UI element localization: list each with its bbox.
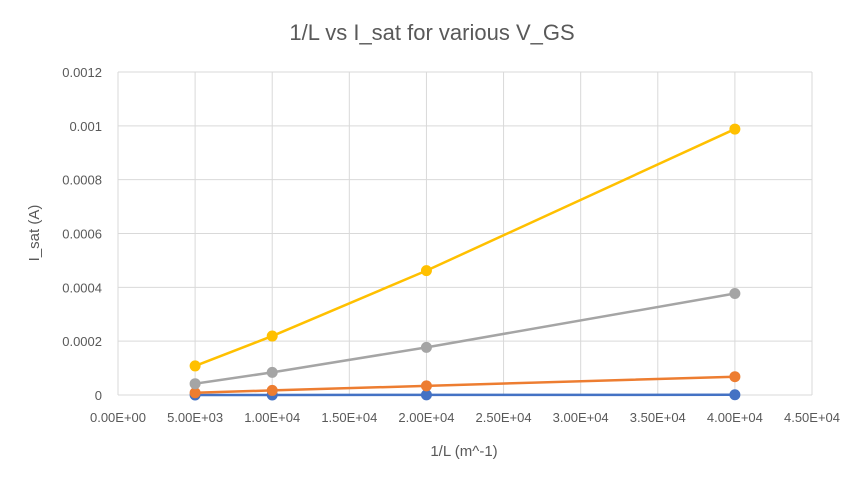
series-3-point xyxy=(266,366,278,378)
x-tick-label: 3.00E+04 xyxy=(553,410,609,425)
series-4-point xyxy=(729,123,741,135)
y-tick-label: 0.0012 xyxy=(62,65,102,80)
x-tick-label: 3.50E+04 xyxy=(630,410,686,425)
x-tick-label: 4.50E+04 xyxy=(784,410,840,425)
series-2-point xyxy=(729,371,741,383)
x-tick-label: 2.50E+04 xyxy=(476,410,532,425)
series-2-line xyxy=(195,375,735,394)
x-tick-label: 1.00E+04 xyxy=(244,410,300,425)
x-tick-labels: 0.00E+00 5.00E+03 1.00E+04 1.50E+04 2.00E+04… xyxy=(90,410,840,425)
y-tick-label: 0.0004 xyxy=(62,280,102,295)
series-4-point xyxy=(266,330,278,342)
series-3-point xyxy=(189,378,201,390)
y-tick-label: 0.0002 xyxy=(62,334,102,349)
series-3 xyxy=(189,288,741,390)
series-3-point xyxy=(729,288,741,300)
series-3-line xyxy=(194,292,736,385)
series-2-point xyxy=(266,384,278,396)
y-tick-label: 0.001 xyxy=(69,119,102,134)
x-tick-label: 2.00E+04 xyxy=(398,410,454,425)
x-tick-label: 5.00E+03 xyxy=(167,410,223,425)
x-tick-label: 4.00E+04 xyxy=(707,410,763,425)
chart-title: 1/L vs I_sat for various V_GS xyxy=(289,20,574,45)
series-4-line xyxy=(194,127,736,368)
y-axis-title: I_sat (A) xyxy=(26,205,43,262)
x-axis-title: 1/L (m^-1) xyxy=(430,443,497,460)
x-tick-label: 0.00E+00 xyxy=(90,410,146,425)
y-tick-labels: 0 0.0002 0.0004 0.0006 0.0008 0.001 0.0012 xyxy=(62,65,102,403)
x-tick-label: 1.50E+04 xyxy=(321,410,377,425)
series-group xyxy=(189,123,741,401)
grid-lines xyxy=(117,71,813,396)
series-2-point xyxy=(420,380,432,392)
series-1-point xyxy=(729,389,741,401)
series-3-point xyxy=(420,341,432,353)
series-1-point xyxy=(420,389,432,401)
series-4-point xyxy=(420,265,432,277)
series-4-point xyxy=(189,360,201,372)
series-4 xyxy=(189,123,741,372)
y-tick-label: 0.0006 xyxy=(62,227,102,242)
series-2-point xyxy=(189,387,201,399)
y-tick-label: 0 xyxy=(95,388,102,403)
y-tick-label: 0.0008 xyxy=(62,173,102,188)
series-2 xyxy=(189,371,741,399)
